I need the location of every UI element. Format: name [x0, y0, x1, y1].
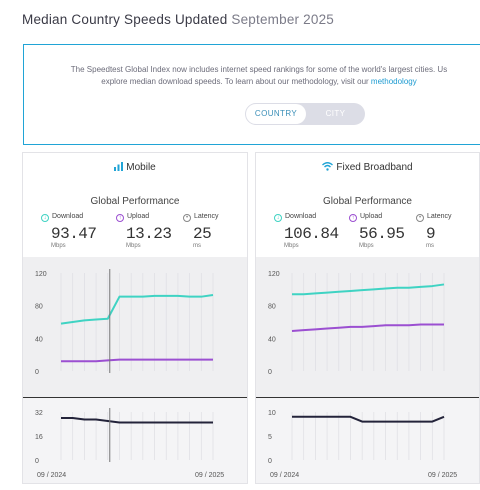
methodology-link[interactable]: methodology	[371, 77, 417, 86]
wifi-icon	[322, 162, 333, 174]
y-tick-label: 80	[35, 304, 43, 311]
download-series-line	[292, 284, 444, 294]
mobile-download-metric: ↓Download 93.47 Mbps	[41, 213, 105, 249]
broadband-card: Fixed Broadband Global Performance ↓Down…	[255, 152, 480, 484]
mobile-title-text: Mobile	[126, 162, 155, 173]
broadband-download-unit: Mbps	[284, 243, 338, 249]
y-tick-label: 80	[268, 304, 276, 311]
mobile-chart-divider	[23, 397, 247, 398]
broadband-title-text: Fixed Broadband	[336, 162, 412, 173]
y-tick-label: 32	[35, 410, 43, 417]
upload-arrow-icon: ↑	[349, 214, 357, 222]
broadband-chart-divider	[256, 397, 479, 398]
broadband-upload-label: Upload	[360, 213, 382, 220]
broadband-global-performance: Global Performance	[256, 196, 479, 207]
broadband-card-title: Fixed Broadband	[256, 162, 479, 174]
mobile-upload-metric: ↑Upload 13.23 Mbps	[116, 213, 180, 249]
mobile-latency-value: 25	[193, 225, 247, 243]
broadband-speed-chart[interactable]: 120 80 40 0	[256, 257, 479, 397]
info-line-2-text: explore median download speeds. To learn…	[101, 77, 371, 86]
toggle-city[interactable]: CITY	[306, 103, 365, 125]
upload-arrow-icon: ↑	[116, 214, 124, 222]
y-tick-label: 120	[35, 271, 47, 278]
broadband-upload-metric: ↑Upload 56.95 Mbps	[349, 213, 413, 249]
upload-series-line	[292, 324, 444, 331]
mobile-download-unit: Mbps	[51, 243, 105, 249]
broadband-latency-chart-svg: 10 5 0 09 / 2024 09 / 2025	[256, 405, 479, 485]
mobile-latency-metric: •Latency 25 ms	[183, 213, 247, 249]
info-line-2: explore median download speeds. To learn…	[24, 76, 480, 88]
info-text: The Speedtest Global Index now includes …	[24, 64, 480, 88]
broadband-download-label: Download	[285, 213, 316, 220]
mobile-speed-chart[interactable]: 120 80 40 0	[23, 257, 247, 397]
y-tick-label: 40	[268, 336, 276, 343]
country-city-toggle[interactable]: COUNTRY CITY	[245, 103, 365, 125]
download-arrow-icon: ↓	[274, 214, 282, 222]
latency-series-line	[292, 417, 444, 422]
mobile-speed-chart-svg: 120 80 40 0	[23, 257, 247, 397]
broadband-latency-label: Latency	[427, 213, 452, 220]
mobile-download-value: 93.47	[51, 225, 105, 243]
latency-clock-icon: •	[183, 214, 191, 222]
toggle-country[interactable]: COUNTRY	[246, 104, 306, 124]
mobile-latency-chart[interactable]: 32 16 0 09 / 2024 09 / 2025	[23, 405, 247, 485]
y-tick-label: 0	[268, 458, 272, 465]
mobile-upload-label: Upload	[127, 213, 149, 220]
mobile-latency-chart-svg: 32 16 0 09 / 2024 09 / 2025	[23, 405, 247, 485]
mobile-latency-label: Latency	[194, 213, 219, 220]
broadband-download-metric: ↓Download 106.84 Mbps	[274, 213, 338, 249]
y-tick-label: 0	[35, 369, 39, 376]
mobile-upload-unit: Mbps	[126, 243, 180, 249]
broadband-latency-metric: •Latency 9 ms	[416, 213, 480, 249]
broadband-download-value: 106.84	[284, 225, 338, 243]
mobile-latency-unit: ms	[193, 243, 247, 249]
page-title-text: Median Country Speeds Updated	[22, 12, 227, 27]
broadband-upload-value: 56.95	[359, 225, 413, 243]
x-tick-label-start: 09 / 2024	[37, 472, 66, 479]
mobile-download-label: Download	[52, 213, 83, 220]
y-tick-label: 5	[268, 434, 272, 441]
broadband-speed-chart-svg: 120 80 40 0	[256, 257, 479, 397]
y-tick-label: 120	[268, 271, 280, 278]
x-tick-label-start: 09 / 2024	[270, 472, 299, 479]
broadband-upload-unit: Mbps	[359, 243, 413, 249]
download-arrow-icon: ↓	[41, 214, 49, 222]
mobile-card: Mobile Global Performance ↓Download 93.4…	[22, 152, 248, 484]
info-box: The Speedtest Global Index now includes …	[23, 44, 480, 145]
info-line-1: The Speedtest Global Index now includes …	[24, 64, 480, 76]
y-tick-label: 0	[35, 458, 39, 465]
broadband-latency-value: 9	[426, 225, 480, 243]
y-tick-label: 40	[35, 336, 43, 343]
signal-bars-icon	[114, 162, 123, 174]
y-tick-label: 10	[268, 410, 276, 417]
y-tick-label: 0	[268, 369, 272, 376]
broadband-latency-chart[interactable]: 10 5 0 09 / 2024 09 / 2025	[256, 405, 479, 485]
mobile-upload-value: 13.23	[126, 225, 180, 243]
mobile-card-title: Mobile	[23, 162, 247, 174]
mobile-global-performance: Global Performance	[23, 196, 247, 207]
x-tick-label-end: 09 / 2025	[428, 472, 457, 479]
x-tick-label-end: 09 / 2025	[195, 472, 224, 479]
y-tick-label: 16	[35, 434, 43, 441]
page-title: Median Country Speeds Updated September …	[22, 12, 334, 27]
upload-series-line	[61, 360, 213, 362]
page-title-date: September 2025	[231, 12, 334, 27]
latency-series-line	[61, 418, 213, 423]
download-series-line	[61, 295, 213, 324]
broadband-card-header: Fixed Broadband Global Performance ↓Down…	[256, 153, 479, 257]
mobile-card-header: Mobile Global Performance ↓Download 93.4…	[23, 153, 247, 257]
latency-clock-icon: •	[416, 214, 424, 222]
broadband-latency-unit: ms	[426, 243, 480, 249]
